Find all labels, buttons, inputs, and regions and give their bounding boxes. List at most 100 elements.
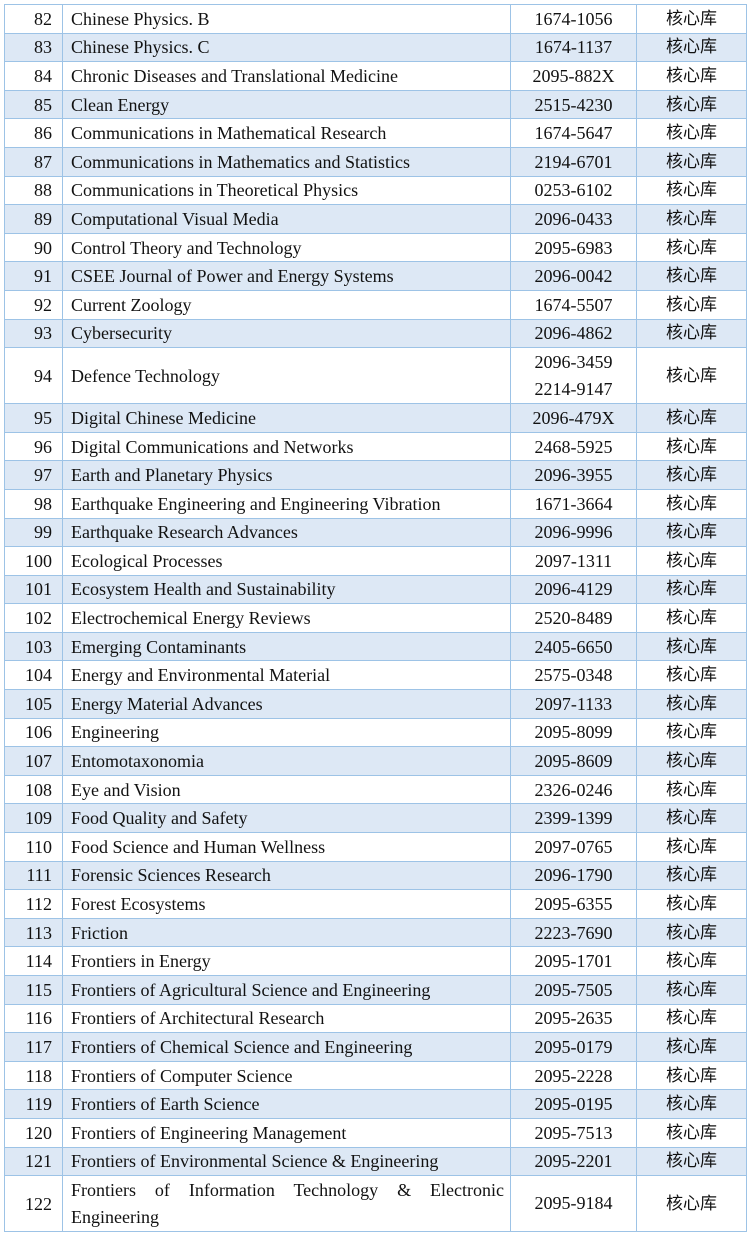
journal-title: Cybersecurity xyxy=(62,318,511,349)
library-tag: 核心库 xyxy=(636,118,747,148)
journal-title: Earth and Planetary Physics xyxy=(62,460,511,490)
journal-title: Food Science and Human Wellness xyxy=(62,832,511,862)
row-number: 112 xyxy=(4,889,63,919)
journal-title: Ecosystem Health and Sustainability xyxy=(62,574,511,605)
row-number: 86 xyxy=(4,118,63,148)
row-number: 94 xyxy=(4,347,63,405)
journal-issn: 2095-8609 xyxy=(510,746,637,776)
journal-issn: 1674-1056 xyxy=(510,4,637,34)
journal-issn: 2194-6701 xyxy=(510,146,637,177)
table-row: 117 Frontiers of Chemical Science and Eng… xyxy=(4,1032,747,1062)
row-number: 100 xyxy=(4,546,63,576)
issn-value: 2096-0433 xyxy=(534,208,613,229)
issn-value: 2096-4862 xyxy=(534,323,613,344)
table-row: 93 Cybersecurity 2096-4862 核心库 xyxy=(4,318,747,349)
journal-issn: 2096-9996 xyxy=(510,517,637,548)
issn-value: 2095-6355 xyxy=(534,894,613,915)
table-row: 115 Frontiers of Agricultural Science and… xyxy=(4,975,747,1005)
row-number: 110 xyxy=(4,832,63,862)
journal-issn: 2096-4129 xyxy=(510,574,637,605)
journal-title: Ecological Processes xyxy=(62,546,511,576)
row-number: 108 xyxy=(4,774,63,805)
table-row: 82 Chinese Physics. B 1674-1056 核心库 xyxy=(4,4,747,34)
library-tag: 核心库 xyxy=(636,232,747,263)
table-row: 102 Electrochemical Energy Reviews 2520-84… xyxy=(4,603,747,633)
issn-value: 1674-1056 xyxy=(534,8,613,29)
row-number: 101 xyxy=(4,574,63,605)
journal-issn: 1674-5647 xyxy=(510,118,637,148)
journal-issn: 2520-8489 xyxy=(510,603,637,633)
row-number: 104 xyxy=(4,660,63,691)
issn-value: 1674-5507 xyxy=(534,294,613,315)
journal-title: Frontiers in Energy xyxy=(62,946,511,976)
issn-value: 0253-6102 xyxy=(534,180,613,201)
library-tag: 核心库 xyxy=(636,460,747,490)
journal-title: Defence Technology xyxy=(62,347,511,405)
library-tag: 核心库 xyxy=(636,146,747,177)
issn-value: 2575-0348 xyxy=(534,665,613,686)
journal-issn: 2095-6355 xyxy=(510,889,637,919)
issn-value: 2096-3459 xyxy=(534,351,613,372)
library-tag: 核心库 xyxy=(636,631,747,662)
journal-title: Eye and Vision xyxy=(62,774,511,805)
issn-value: 2520-8489 xyxy=(534,608,613,629)
journal-issn: 2097-0765 xyxy=(510,832,637,862)
journal-issn: 2095-2201 xyxy=(510,1146,637,1177)
issn-value: 2096-3955 xyxy=(534,465,613,486)
row-number: 87 xyxy=(4,146,63,177)
table-row: 106 Engineering 2095-8099 核心库 xyxy=(4,717,747,748)
journal-title: Frontiers of Earth Science xyxy=(62,1089,511,1119)
journal-issn: 2575-0348 xyxy=(510,660,637,691)
issn-value: 2095-1701 xyxy=(534,951,613,972)
journal-issn: 2095-8099 xyxy=(510,717,637,748)
journal-issn: 2515-4230 xyxy=(510,89,637,120)
row-number: 118 xyxy=(4,1060,63,1091)
row-number: 119 xyxy=(4,1089,63,1119)
issn-value: 2326-0246 xyxy=(534,779,613,800)
journal-issn: 2095-882X xyxy=(510,61,637,91)
table-row: 88 Communications in Theoretical Physics 0… xyxy=(4,175,747,206)
row-number: 117 xyxy=(4,1032,63,1062)
library-tag: 核心库 xyxy=(636,574,747,605)
journal-title: Forensic Sciences Research xyxy=(62,860,511,891)
table-row: 84 Chronic Diseases and Translational Med… xyxy=(4,61,747,91)
journal-issn: 2095-0179 xyxy=(510,1032,637,1062)
library-tag: 核心库 xyxy=(636,488,747,519)
library-tag: 核心库 xyxy=(636,1032,747,1062)
table-row: 121 Frontiers of Environmental Science & … xyxy=(4,1146,747,1177)
journal-issn: 2095-7505 xyxy=(510,975,637,1005)
journal-title: Earthquake Research Advances xyxy=(62,517,511,548)
library-tag: 核心库 xyxy=(636,1060,747,1091)
table-row: 109 Food Quality and Safety 2399-1399 核心库 xyxy=(4,803,747,834)
row-number: 121 xyxy=(4,1146,63,1177)
journal-issn: 1674-1137 xyxy=(510,32,637,63)
table-row: 120 Frontiers of Engineering Management 20… xyxy=(4,1117,747,1148)
table-row: 101 Ecosystem Health and Sustainability 20… xyxy=(4,574,747,605)
library-tag: 核心库 xyxy=(636,889,747,919)
journal-title: Energy and Environmental Material xyxy=(62,660,511,691)
issn-value: 2095-0195 xyxy=(534,1094,613,1115)
library-tag: 核心库 xyxy=(636,89,747,120)
row-number: 85 xyxy=(4,89,63,120)
library-tag: 核心库 xyxy=(636,403,747,433)
journal-issn: 2095-2228 xyxy=(510,1060,637,1091)
table-row: 118 Frontiers of Computer Science 2095-222… xyxy=(4,1060,747,1091)
library-tag: 核心库 xyxy=(636,832,747,862)
library-tag: 核心库 xyxy=(636,1117,747,1148)
journal-title: Frontiers of Environmental Science & Eng… xyxy=(62,1146,511,1177)
row-number: 98 xyxy=(4,488,63,519)
library-tag: 核心库 xyxy=(636,660,747,691)
journal-issn: 2096-1790 xyxy=(510,860,637,891)
row-number: 91 xyxy=(4,261,63,291)
library-tag: 核心库 xyxy=(636,860,747,891)
issn-value: 2095-0179 xyxy=(534,1036,613,1057)
journal-issn: 2096-0433 xyxy=(510,204,637,234)
journal-title: Frontiers of Architectural Research xyxy=(62,1003,511,1034)
journal-title: Frontiers of Engineering Management xyxy=(62,1117,511,1148)
issn-value: 2399-1399 xyxy=(534,808,613,829)
row-number: 120 xyxy=(4,1117,63,1148)
row-number: 82 xyxy=(4,4,63,34)
table-row: 83 Chinese Physics. C 1674-1137 核心库 xyxy=(4,32,747,63)
table-row: 87 Communications in Mathematics and Stat… xyxy=(4,146,747,177)
library-tag: 核心库 xyxy=(636,546,747,576)
